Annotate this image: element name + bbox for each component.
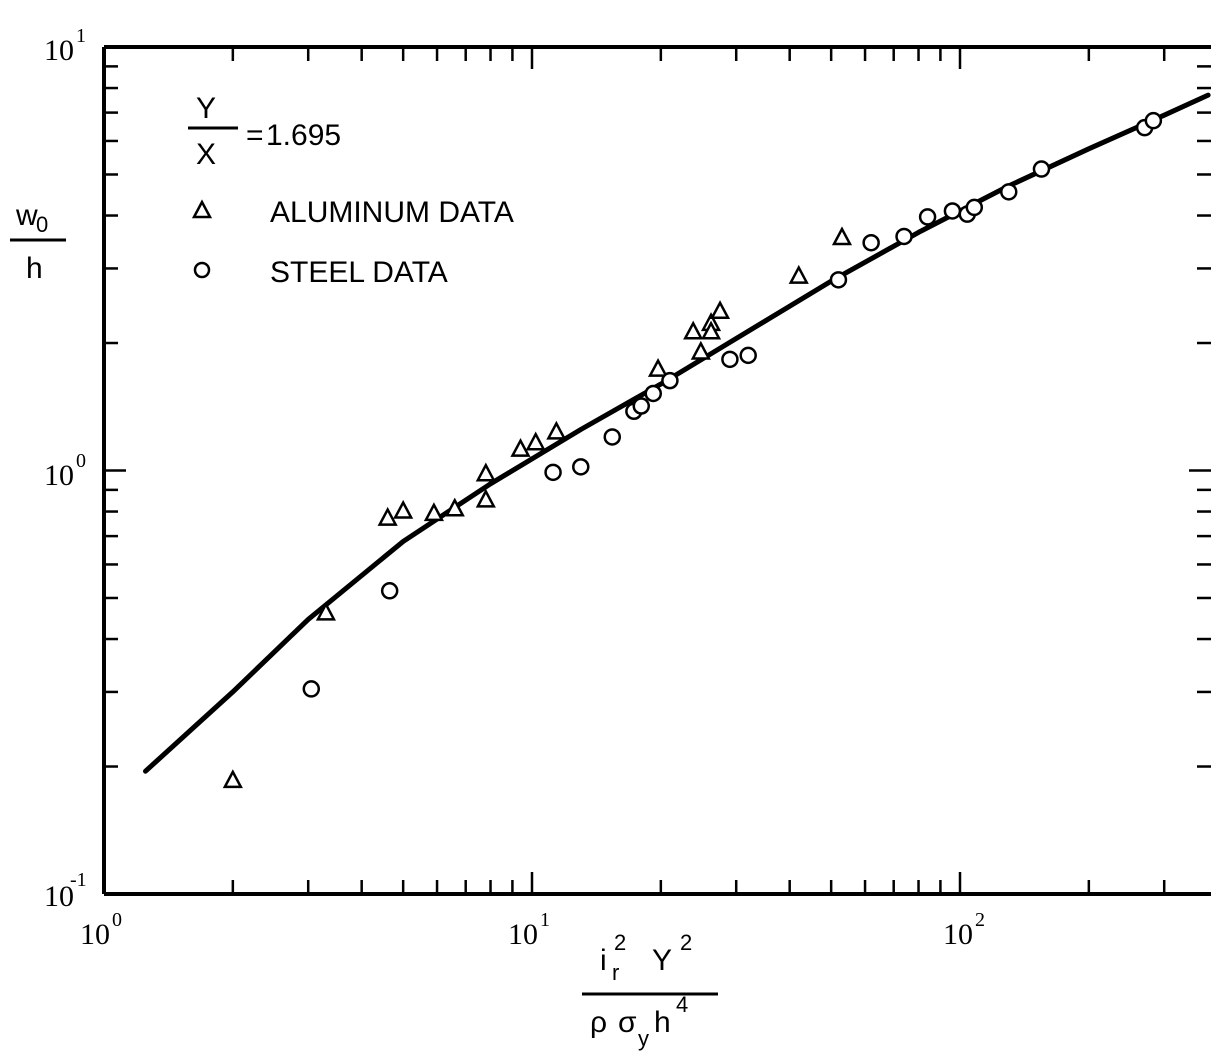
steel-data-point — [739, 346, 757, 365]
aluminum-data-point — [444, 497, 465, 517]
x-tick-label-1: 10 0 — [80, 909, 122, 951]
legend-label-aluminum: ALUMINUM DATA — [270, 196, 514, 229]
legend-triangle-marker — [191, 199, 213, 219]
steel-data-point — [661, 371, 679, 390]
aluminum-data-point — [683, 320, 704, 340]
data-points-layer — [222, 111, 1163, 789]
svg-text:2: 2 — [614, 930, 626, 955]
aluminum-data-point — [393, 499, 414, 519]
steel-data-point — [721, 350, 739, 369]
svg-text:y: y — [638, 1026, 649, 1051]
ratio-annotation: Y X = 1.695 — [188, 92, 341, 171]
aluminum-data-point — [475, 488, 496, 508]
svg-text:-1: -1 — [70, 869, 87, 891]
svg-text:r: r — [612, 960, 619, 985]
steel-data-point — [943, 202, 962, 220]
aluminum-data-point — [788, 264, 809, 284]
aluminum-data-point — [423, 502, 445, 522]
y-axis-label: w 0 h — [10, 199, 66, 285]
svg-text:h: h — [654, 1006, 671, 1039]
axis-ticks — [102, 47, 1211, 896]
svg-text:10: 10 — [44, 459, 74, 492]
steel-data-point — [965, 198, 984, 217]
steel-data-point — [895, 227, 913, 246]
steel-data-point — [1032, 160, 1051, 178]
svg-text:4: 4 — [676, 992, 688, 1017]
aluminum-data-point — [690, 340, 711, 360]
steel-data-point — [1000, 183, 1018, 201]
steel-data-point — [544, 463, 562, 482]
svg-text:Y: Y — [652, 944, 672, 977]
svg-text:2: 2 — [975, 909, 985, 931]
aluminum-data-point — [315, 601, 337, 621]
svg-text:h: h — [26, 252, 43, 285]
steel-data-point — [572, 458, 590, 476]
steel-data-point — [862, 233, 880, 252]
svg-text:1: 1 — [540, 909, 550, 931]
steel-data-point — [603, 428, 622, 446]
svg-text:10: 10 — [44, 880, 74, 913]
aluminum-data-point — [222, 769, 243, 789]
svg-text:=: = — [246, 119, 264, 152]
steel-data-point — [302, 680, 321, 698]
svg-text:1.695: 1.695 — [266, 119, 341, 152]
steel-data-point — [644, 384, 663, 403]
aluminum-data-point — [700, 320, 722, 340]
steel-data-point — [380, 582, 399, 600]
steel-data-point — [1144, 111, 1163, 130]
aluminum-data-point — [709, 300, 731, 320]
steel-data-point — [829, 271, 848, 289]
x-tick-label-10: 10 1 — [508, 909, 550, 951]
svg-text:0: 0 — [36, 212, 48, 237]
y-tick-label-0-1: 10 -1 — [44, 869, 87, 913]
x-axis-label: i r 2 Y 2 ρ σ y h 4 — [582, 930, 718, 1051]
y-tick-label-1: 10 0 — [44, 450, 86, 492]
aluminum-data-point — [831, 226, 853, 246]
steel-data-point — [918, 208, 937, 226]
aluminum-data-point — [377, 506, 398, 526]
svg-text:σ: σ — [618, 1006, 637, 1039]
svg-text:i: i — [600, 944, 607, 977]
svg-text:X: X — [196, 138, 216, 171]
svg-text:10: 10 — [80, 918, 110, 951]
svg-text:Y: Y — [196, 92, 216, 125]
steel-data-point — [632, 397, 651, 415]
aluminum-data-point — [475, 462, 496, 482]
y-tick-label-10: 10 1 — [44, 25, 86, 67]
aluminum-data-point — [546, 420, 567, 440]
svg-text:10: 10 — [943, 918, 973, 951]
legend-circle-marker — [193, 261, 211, 279]
svg-text:ρ: ρ — [590, 1006, 607, 1039]
x-tick-label-100: 10 2 — [943, 909, 985, 951]
aluminum-data-point — [525, 431, 546, 451]
svg-text:10: 10 — [44, 34, 74, 67]
svg-text:w: w — [15, 199, 38, 232]
aluminum-data-point — [510, 437, 531, 457]
svg-text:1: 1 — [76, 25, 86, 47]
svg-text:2: 2 — [680, 930, 692, 955]
svg-text:0: 0 — [112, 909, 122, 931]
aluminum-data-point — [647, 358, 669, 377]
svg-text:10: 10 — [508, 918, 538, 951]
legend: ALUMINUM DATA STEEL DATA — [191, 196, 514, 289]
svg-text:0: 0 — [76, 450, 86, 472]
legend-label-steel: STEEL DATA — [270, 256, 448, 289]
